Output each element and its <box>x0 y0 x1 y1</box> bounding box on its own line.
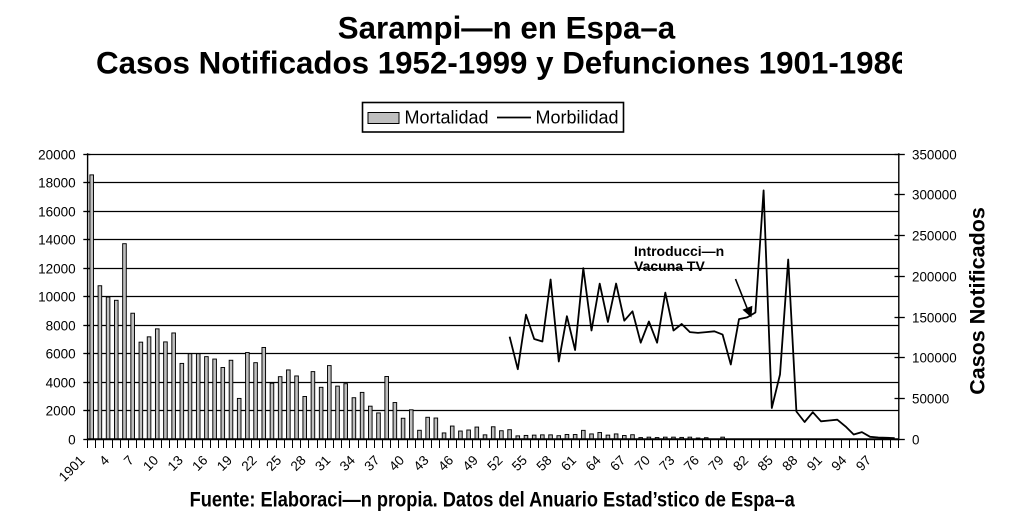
svg-text:16000: 16000 <box>38 204 76 219</box>
svg-text:6000: 6000 <box>46 346 76 361</box>
svg-text:Morbilidad: Morbilidad <box>536 108 619 128</box>
svg-text:12000: 12000 <box>38 261 76 276</box>
svg-text:18000: 18000 <box>38 175 76 190</box>
svg-text:10000: 10000 <box>38 289 76 304</box>
svg-text:0: 0 <box>68 432 76 447</box>
svg-text:300000: 300000 <box>912 187 957 202</box>
svg-text:350000: 350000 <box>912 147 957 162</box>
svg-text:200000: 200000 <box>912 269 957 284</box>
svg-text:150000: 150000 <box>912 310 957 325</box>
svg-text:Casos Notificados: Casos Notificados <box>966 207 990 395</box>
svg-text:Casos Notificados 1952-1999 y: Casos Notificados 1952-1999 y Defuncione… <box>96 46 908 81</box>
svg-text:0: 0 <box>912 432 919 447</box>
svg-text:Fuente: Elaboraci—n propia. Da: Fuente: Elaboraci—n propia. Datos del An… <box>190 488 796 511</box>
svg-text:100000: 100000 <box>912 350 957 365</box>
svg-text:Vacuna TV: Vacuna TV <box>634 258 705 274</box>
svg-text:2000: 2000 <box>46 403 76 418</box>
svg-text:8000: 8000 <box>46 318 76 333</box>
svg-text:20000: 20000 <box>38 147 76 162</box>
svg-text:50000: 50000 <box>912 391 949 406</box>
svg-text:Introducci—n: Introducci—n <box>634 243 724 259</box>
svg-text:14000: 14000 <box>38 232 76 247</box>
svg-text:Mortalidad: Mortalidad <box>405 108 489 128</box>
svg-text:250000: 250000 <box>912 228 957 243</box>
svg-text:4000: 4000 <box>46 375 76 390</box>
svg-text:Sarampi—n en Espa–a: Sarampi—n en Espa–a <box>338 10 676 45</box>
